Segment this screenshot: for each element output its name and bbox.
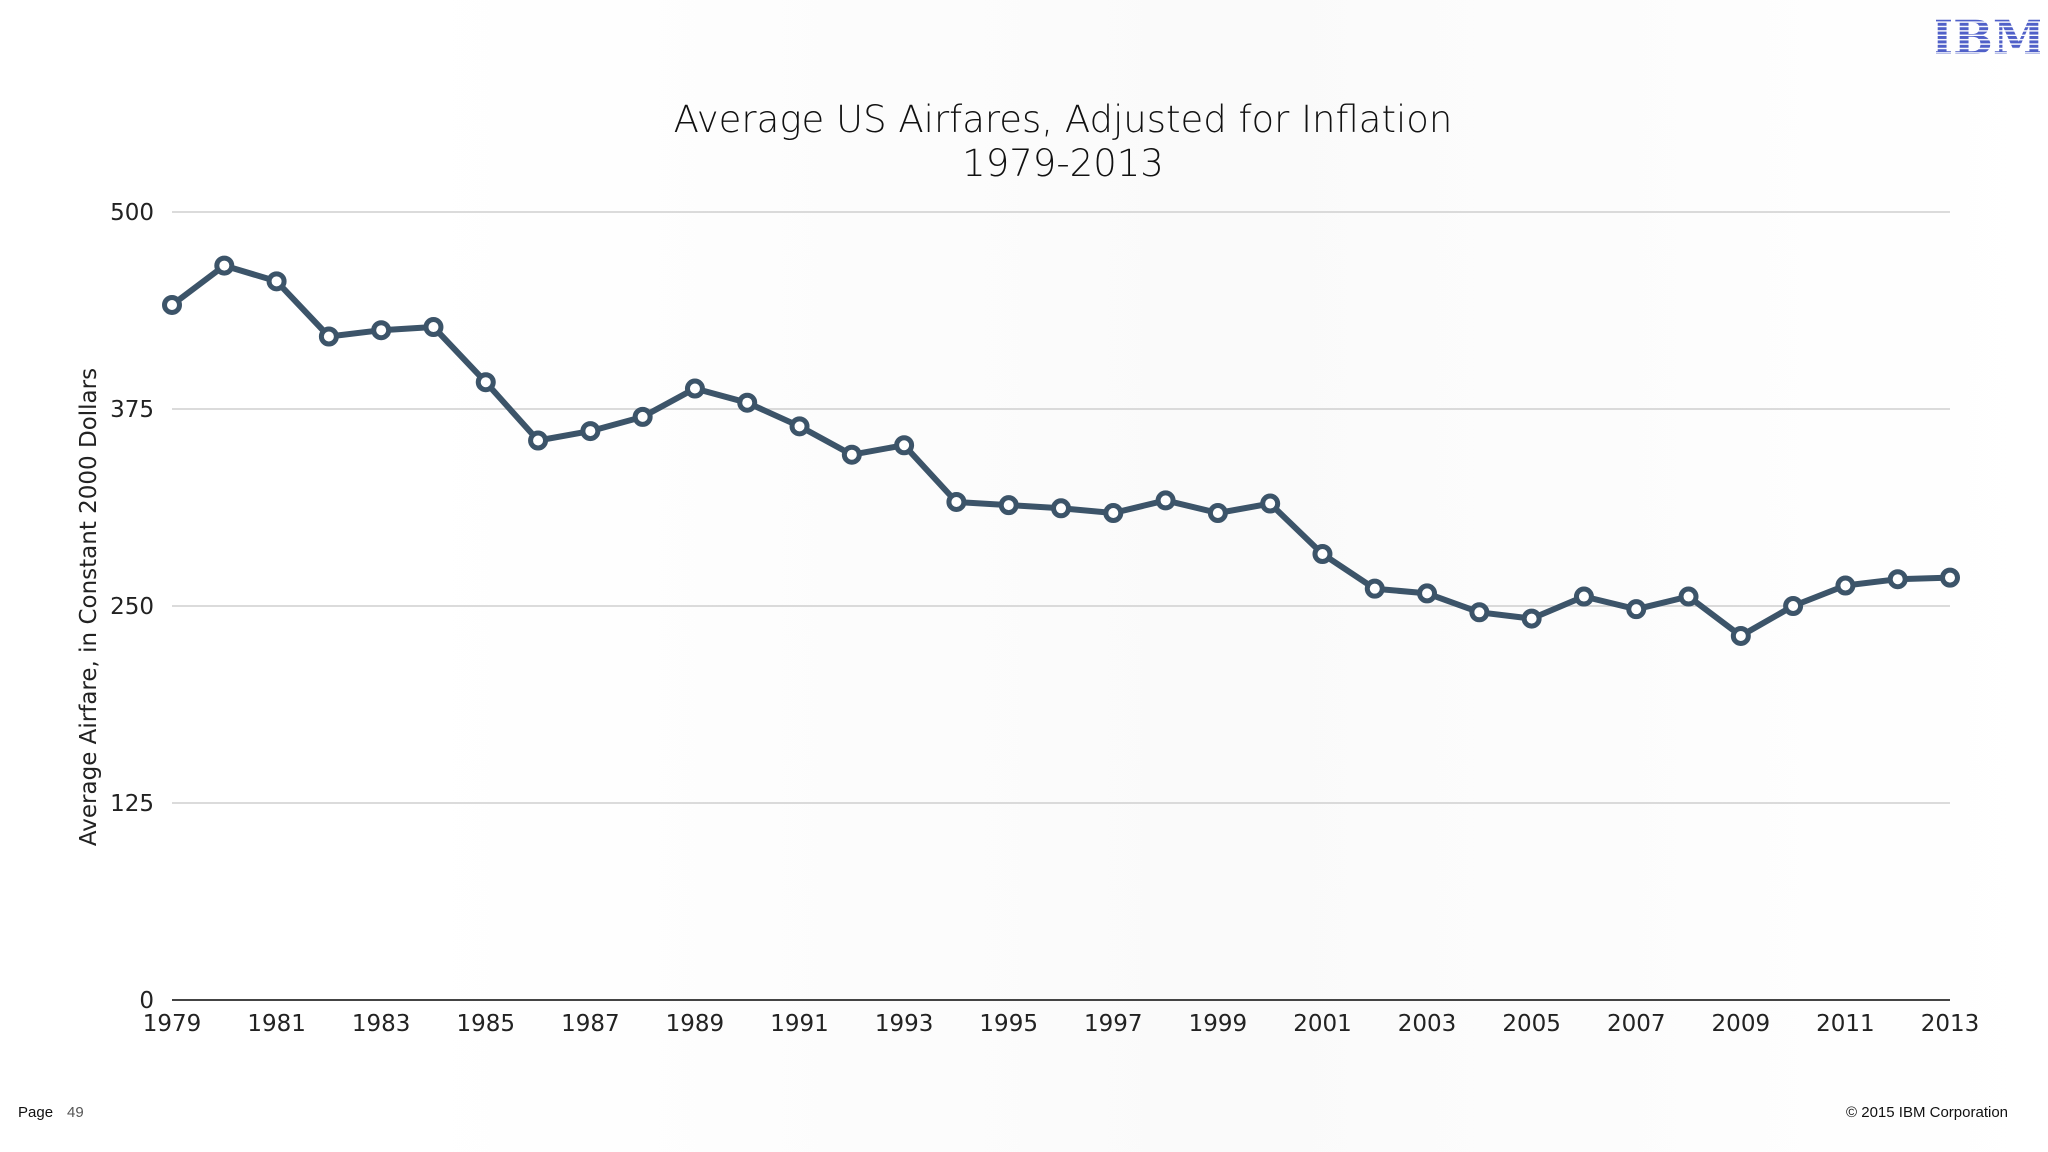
x-tick-1999: 1999: [1189, 1011, 1248, 1037]
data-point-2013: [1940, 567, 1960, 588]
page-number: 49: [67, 1104, 84, 1121]
data-point-1980: [214, 255, 235, 276]
x-tick-1987: 1987: [561, 1011, 620, 1037]
data-point-2005: [1521, 608, 1542, 629]
x-tick-1995: 1995: [979, 1011, 1038, 1037]
data-point-2012: [1887, 569, 1908, 590]
x-tick-1989: 1989: [666, 1011, 725, 1037]
data-point-2010: [1783, 596, 1804, 616]
data-point-1986: [528, 430, 549, 451]
x-tick-1983: 1983: [352, 1011, 411, 1037]
data-point-1988: [632, 406, 653, 427]
data-point-2004: [1469, 602, 1490, 623]
y-tick-labels: 0 125 250 375 500: [110, 200, 154, 1014]
series-layer: [162, 255, 1960, 646]
x-tick-2007: 2007: [1607, 1011, 1666, 1037]
data-point-1979: [162, 294, 182, 315]
y-tick-0: 0: [139, 988, 154, 1014]
data-point-1998: [1155, 490, 1176, 511]
chart-subtitle: 1979-2013: [962, 142, 1164, 185]
data-point-1990: [737, 392, 758, 413]
x-tick-1979: 1979: [143, 1011, 202, 1037]
data-point-2009: [1730, 625, 1751, 646]
y-tick-125: 125: [110, 791, 154, 817]
data-point-1989: [684, 378, 705, 399]
x-tick-2013: 2013: [1921, 1011, 1980, 1037]
data-point-1993: [894, 435, 915, 456]
data-point-2008: [1678, 586, 1699, 607]
x-tick-2005: 2005: [1502, 1011, 1561, 1037]
data-point-2007: [1626, 599, 1647, 620]
chart-title: Average US Airfares, Adjusted for Inflat…: [674, 98, 1453, 141]
data-point-2000: [1260, 493, 1281, 514]
data-point-1981: [266, 271, 287, 292]
data-point-2011: [1835, 575, 1856, 596]
data-point-1994: [946, 491, 967, 512]
y-tick-250: 250: [110, 594, 154, 620]
x-tick-2009: 2009: [1712, 1011, 1771, 1037]
page-label: Page: [18, 1104, 54, 1121]
x-tick-labels: 1979 1981 1983 1985 1987 1989 1991 1993 1995 1997…: [143, 1011, 1980, 1037]
y-tick-500: 500: [110, 200, 154, 226]
x-tick-1997: 1997: [1084, 1011, 1143, 1037]
data-point-1992: [841, 444, 862, 465]
x-tick-1991: 1991: [770, 1011, 829, 1037]
data-point-2001: [1312, 543, 1333, 564]
x-tick-2001: 2001: [1293, 1011, 1352, 1037]
ibm-logo: IBM: [1936, 14, 2040, 58]
page-indicator: Page 49: [18, 1104, 84, 1121]
data-point-1983: [371, 320, 392, 341]
data-point-1995: [998, 495, 1019, 516]
data-point-1996: [1051, 498, 1071, 519]
ibm-logo-text: IBM: [1936, 14, 2040, 58]
data-point-1985: [475, 372, 496, 393]
data-point-1991: [789, 416, 810, 437]
x-tick-2011: 2011: [1816, 1011, 1875, 1037]
data-point-1984: [423, 317, 444, 338]
data-point-1982: [318, 326, 339, 347]
data-point-1997: [1103, 503, 1124, 524]
x-tick-1985: 1985: [456, 1011, 515, 1037]
x-tick-1981: 1981: [247, 1011, 306, 1037]
data-point-1999: [1207, 503, 1228, 524]
y-axis-label: Average Airfare, in Constant 2000 Dollar…: [76, 368, 102, 846]
y-tick-375: 375: [110, 397, 154, 423]
data-point-2002: [1364, 578, 1385, 599]
x-tick-2003: 2003: [1398, 1011, 1457, 1037]
data-point-2006: [1573, 586, 1594, 607]
copyright-notice: © 2015 IBM Corporation: [1846, 1104, 2008, 1121]
data-point-2003: [1417, 583, 1438, 604]
x-tick-1993: 1993: [875, 1011, 934, 1037]
data-point-1987: [580, 421, 601, 442]
